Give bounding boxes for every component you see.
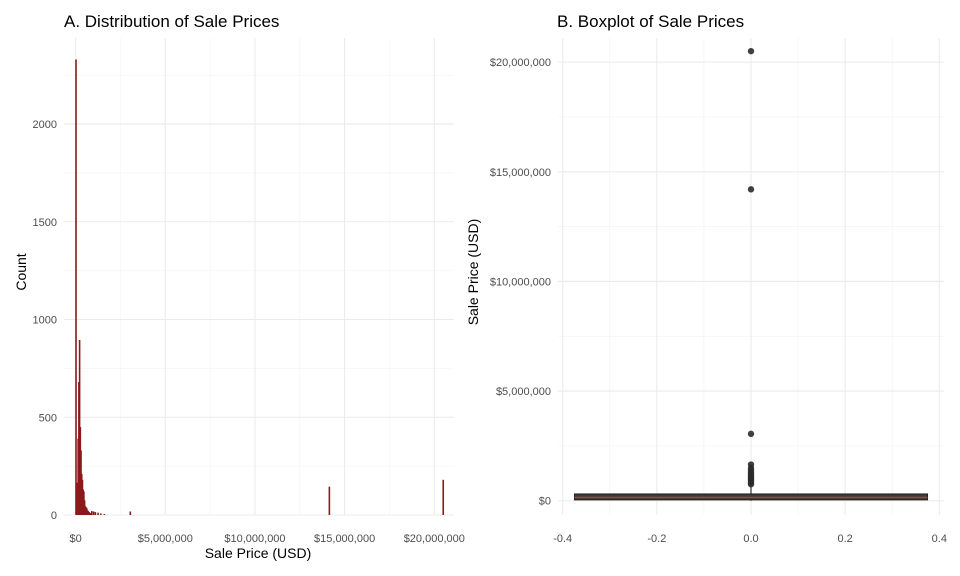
histogram-x-tick-label: $5,000,000 — [138, 533, 193, 545]
boxplot-marks — [573, 47, 929, 501]
histogram-y-tick-label: 2000 — [33, 119, 57, 131]
histogram-bar — [75, 59, 77, 516]
boxplot-y-tick-label: $10,000,000 — [490, 276, 551, 288]
boxplot-outlier-point — [747, 430, 755, 438]
histogram-bar — [90, 511, 93, 515]
boxplot-outlier-point — [747, 186, 755, 193]
boxplot-grid — [558, 38, 944, 515]
histogram-y-axis-title: Count — [13, 253, 29, 290]
histogram-x-tick-label: $0 — [70, 533, 82, 545]
histogram-panel: $0 $5,000,000 $10,000,000 $15,000,000 $20,00… — [13, 12, 465, 561]
boxplot-y-axis-title: Sale Price (USD) — [465, 219, 481, 326]
histogram-x-axis-title: Sale Price (USD) — [205, 545, 312, 561]
boxplot-y-tick-label: $0 — [539, 496, 551, 508]
boxplot-x-tick-label: -0.2 — [647, 533, 666, 545]
histogram-bar — [442, 479, 445, 515]
histogram-bar — [129, 511, 132, 515]
histogram-x-tick-label: $20,000,000 — [404, 533, 465, 545]
boxplot-y-tick-label: $15,000,000 — [490, 167, 551, 179]
histogram-bar — [328, 486, 331, 515]
histogram-title: A. Distribution of Sale Prices — [64, 12, 279, 31]
boxplot-outlier-point — [747, 47, 755, 55]
histogram-bars — [75, 59, 445, 516]
histogram-grid — [64, 38, 454, 516]
histogram-bar — [88, 512, 91, 515]
histogram-bar — [92, 511, 95, 515]
histogram-x-tick-label: $10,000,000 — [224, 533, 285, 545]
boxplot-x-tick-labels: -0.4 -0.2 0.0 0.2 0.4 — [553, 533, 947, 545]
histogram-y-tick-label: 0 — [51, 510, 57, 522]
histogram-y-tick-label: 1000 — [33, 315, 57, 327]
histogram-bar — [97, 512, 99, 515]
histogram-y-tick-label: 1500 — [33, 217, 57, 229]
boxplot-title: B. Boxplot of Sale Prices — [557, 12, 744, 31]
boxplot-y-tick-label: $5,000,000 — [496, 386, 551, 398]
boxplot-x-tick-label: 0.2 — [837, 533, 852, 545]
boxplot-x-tick-label: -0.4 — [553, 533, 572, 545]
histogram-x-tick-labels: $0 $5,000,000 $10,000,000 $15,000,000 $20,00… — [70, 533, 465, 545]
histogram-x-tick-label: $15,000,000 — [314, 533, 375, 545]
histogram-bar — [89, 513, 92, 515]
histogram-bar — [103, 514, 106, 515]
histogram-bar — [99, 513, 102, 515]
histogram-y-tick-label: 500 — [39, 412, 57, 424]
boxplot-y-tick-label: $20,000,000 — [490, 57, 551, 69]
boxplot-x-tick-label: 0.0 — [743, 533, 758, 545]
histogram-y-tick-labels: 0 500 1000 1500 2000 — [33, 119, 57, 522]
boxplot-y-tick-labels: $0 $5,000,000 $10,000,000 $15,000,000 $20,00… — [490, 57, 551, 508]
boxplot-x-tick-label: 0.4 — [932, 533, 947, 545]
boxplot-panel: -0.4 -0.2 0.0 0.2 0.4 $0 $5,000,000 $10,000,00… — [465, 12, 947, 545]
histogram-bar — [94, 512, 97, 515]
boxplot-outlier-point — [747, 461, 755, 468]
histogram-bar — [87, 511, 90, 515]
